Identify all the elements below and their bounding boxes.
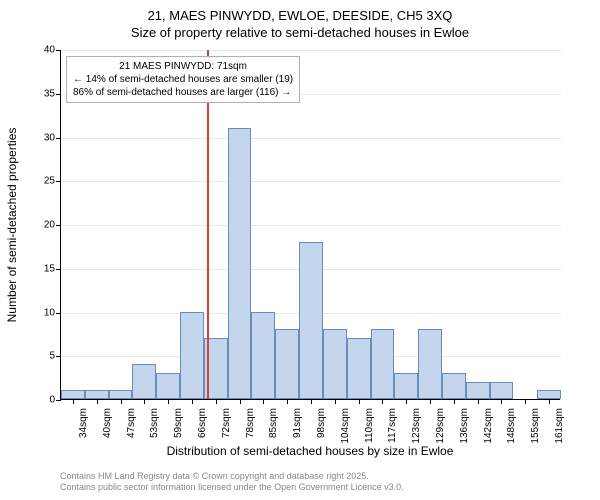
x-tick-label: 72sqm xyxy=(221,408,232,448)
x-tick-label: 104sqm xyxy=(340,408,351,448)
x-tick-mark xyxy=(287,399,288,404)
y-tick-label: 5 xyxy=(25,351,55,362)
y-tick-label: 35 xyxy=(25,88,55,99)
histogram-bar xyxy=(180,312,204,400)
x-tick-label: 59sqm xyxy=(173,408,184,448)
x-tick-mark xyxy=(73,399,74,404)
y-tick-label: 20 xyxy=(25,220,55,231)
x-tick-mark xyxy=(192,399,193,404)
x-tick-mark xyxy=(478,399,479,404)
annotation-line2: ← 14% of semi-detached houses are smalle… xyxy=(73,73,293,86)
histogram-bar xyxy=(228,128,252,399)
x-tick-label: 47sqm xyxy=(126,408,137,448)
histogram-bar xyxy=(251,312,275,400)
x-tick-mark xyxy=(525,399,526,404)
x-tick-label: 53sqm xyxy=(149,408,160,448)
x-tick-label: 34sqm xyxy=(78,408,89,448)
histogram-bar xyxy=(132,364,156,399)
y-tick-label: 30 xyxy=(25,132,55,143)
histogram-bar xyxy=(490,382,514,400)
histogram-bar xyxy=(156,373,180,399)
histogram-bar xyxy=(323,329,347,399)
y-tick-mark xyxy=(56,356,61,357)
x-tick-label: 161sqm xyxy=(554,408,565,448)
x-tick-mark xyxy=(382,399,383,404)
x-tick-mark xyxy=(240,399,241,404)
y-tick-label: 15 xyxy=(25,263,55,274)
grid-line xyxy=(61,181,561,182)
histogram-bar xyxy=(61,390,85,399)
y-tick-mark xyxy=(56,400,61,401)
x-tick-label: 110sqm xyxy=(364,408,375,448)
histogram-bar xyxy=(394,373,418,399)
y-tick-mark xyxy=(56,181,61,182)
x-tick-mark xyxy=(406,399,407,404)
x-tick-mark xyxy=(144,399,145,404)
histogram-bar xyxy=(85,390,109,399)
y-axis-label: Number of semi-detached properties xyxy=(5,128,19,323)
histogram-bar xyxy=(371,329,395,399)
histogram-bar xyxy=(347,338,371,399)
x-tick-mark xyxy=(359,399,360,404)
x-tick-mark xyxy=(430,399,431,404)
x-tick-label: 142sqm xyxy=(483,408,494,448)
histogram-bar xyxy=(109,390,133,399)
footer-line2: Contains public sector information licen… xyxy=(60,482,404,494)
y-tick-mark xyxy=(56,269,61,270)
grid-line xyxy=(61,138,561,139)
footer-line1: Contains HM Land Registry data © Crown c… xyxy=(60,471,404,483)
histogram-bar xyxy=(275,329,299,399)
chart-title-line2: Size of property relative to semi-detach… xyxy=(0,23,600,40)
x-tick-mark xyxy=(121,399,122,404)
x-tick-label: 117sqm xyxy=(387,408,398,448)
x-tick-mark xyxy=(97,399,98,404)
y-tick-label: 40 xyxy=(25,45,55,56)
x-tick-mark xyxy=(549,399,550,404)
x-axis-label: Distribution of semi-detached houses by … xyxy=(167,444,454,458)
annotation-line1: 21 MAES PINWYDD: 71sqm xyxy=(73,60,293,73)
grid-line xyxy=(61,225,561,226)
x-tick-label: 40sqm xyxy=(102,408,113,448)
x-tick-mark xyxy=(263,399,264,404)
chart-title-line1: 21, MAES PINWYDD, EWLOE, DEESIDE, CH5 3X… xyxy=(0,0,600,23)
y-tick-label: 25 xyxy=(25,176,55,187)
y-tick-label: 10 xyxy=(25,307,55,318)
x-tick-label: 123sqm xyxy=(411,408,422,448)
y-tick-mark xyxy=(56,225,61,226)
x-tick-label: 91sqm xyxy=(292,408,303,448)
x-tick-label: 155sqm xyxy=(530,408,541,448)
y-tick-label: 0 xyxy=(25,395,55,406)
x-tick-mark xyxy=(168,399,169,404)
chart-container: 21, MAES PINWYDD, EWLOE, DEESIDE, CH5 3X… xyxy=(0,0,600,500)
y-tick-mark xyxy=(56,50,61,51)
x-tick-mark xyxy=(454,399,455,404)
histogram-bar xyxy=(299,242,323,400)
x-tick-mark xyxy=(501,399,502,404)
histogram-bar xyxy=(537,390,561,399)
x-tick-mark xyxy=(216,399,217,404)
x-tick-label: 66sqm xyxy=(197,408,208,448)
x-tick-label: 148sqm xyxy=(506,408,517,448)
x-tick-label: 85sqm xyxy=(268,408,279,448)
x-tick-mark xyxy=(311,399,312,404)
x-tick-label: 136sqm xyxy=(459,408,470,448)
annotation-box: 21 MAES PINWYDD: 71sqm ← 14% of semi-det… xyxy=(66,56,300,103)
histogram-bar xyxy=(418,329,442,399)
chart-area: 051015202530354034sqm40sqm47sqm53sqm59sq… xyxy=(60,50,560,400)
x-tick-label: 78sqm xyxy=(245,408,256,448)
footer-text: Contains HM Land Registry data © Crown c… xyxy=(60,471,404,494)
x-tick-label: 129sqm xyxy=(435,408,446,448)
annotation-line3: 86% of semi-detached houses are larger (… xyxy=(73,86,293,99)
y-tick-mark xyxy=(56,313,61,314)
y-tick-mark xyxy=(56,138,61,139)
x-tick-label: 98sqm xyxy=(316,408,327,448)
histogram-bar xyxy=(442,373,466,399)
y-tick-mark xyxy=(56,94,61,95)
histogram-bar xyxy=(466,382,490,400)
grid-line xyxy=(61,50,561,51)
x-tick-mark xyxy=(335,399,336,404)
